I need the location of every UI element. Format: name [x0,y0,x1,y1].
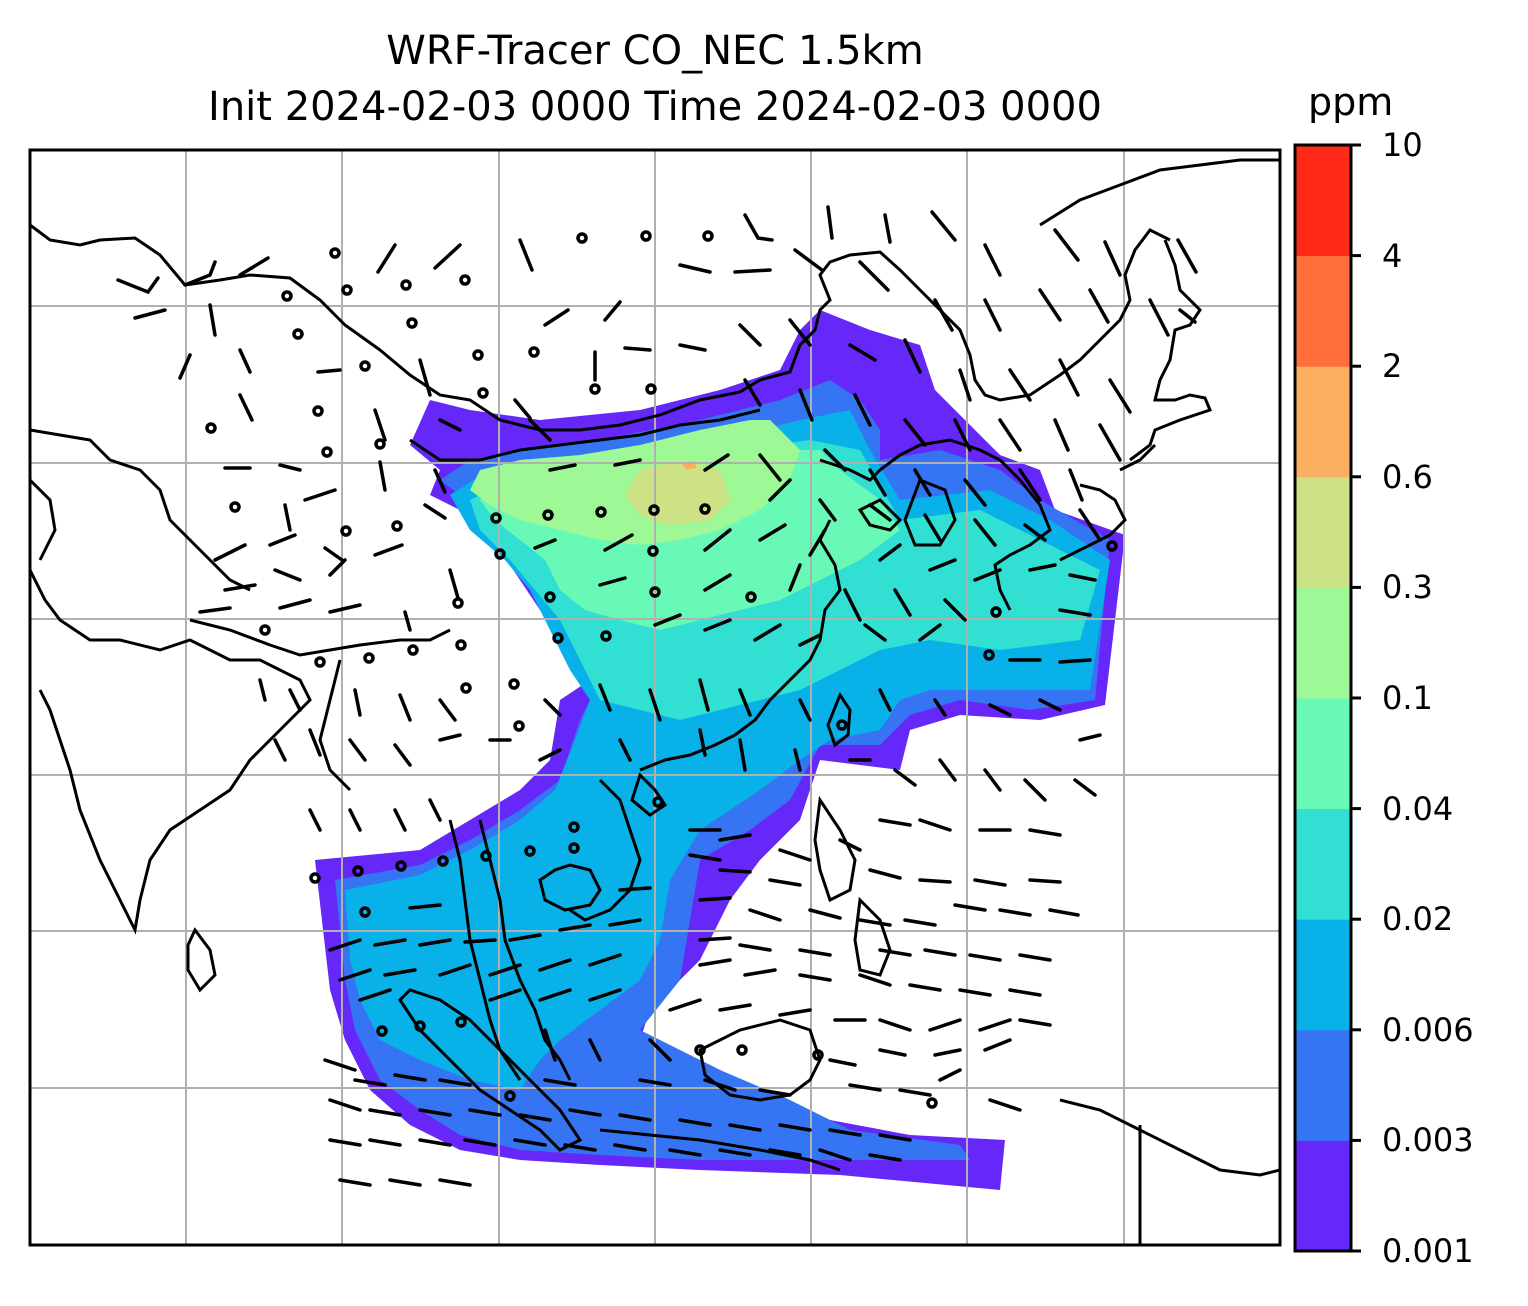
colorbar-band [1295,808,1351,920]
wind-barb-shafts [116,205,1198,1187]
colorbar-tick-label: 0.006 [1382,1010,1474,1049]
colorbar-band [1295,587,1351,699]
colorbar-band [1295,1029,1351,1141]
gridlines [30,150,1280,1245]
colorbar-band [1295,145,1351,257]
colorbar-tick-label: 0.001 [1382,1232,1474,1270]
colorbar-band [1295,255,1351,367]
colorbar-tick-label: 0.04 [1382,789,1454,828]
colorbar-tick-label: 10 [1382,126,1423,164]
colorbar-tick-label: 4 [1382,236,1403,275]
concentration-field [315,310,1125,1190]
colorbar-band [1295,919,1351,1031]
colorbar-band [1295,698,1351,810]
colorbar [1293,143,1361,1253]
wind-barbs [116,205,1198,1187]
coastlines [30,158,1280,1245]
colorbar-tick-label: 0.1 [1382,679,1433,717]
colorbar-unit-label: ppm [1308,80,1394,124]
map-title-line2: Init 2024-02-03 0000 Time 2024-02-03 000… [208,84,1102,130]
map-frame [28,148,1282,1247]
calm-wind-markers [205,230,1118,1109]
colorbar-band [1295,366,1351,478]
colorbar-tick-label: 2 [1382,347,1403,386]
colorbar-tick-label: 0.6 [1382,457,1433,496]
colorbar-band [1295,1140,1351,1252]
colorbar-tick-label: 0.3 [1382,568,1433,607]
colorbar-tick-label: 0.02 [1382,900,1454,939]
colorbar-band [1295,476,1351,588]
map-title-line1: WRF-Tracer CO_NEC 1.5km [386,28,924,74]
colorbar-tick-label: 0.003 [1382,1121,1474,1160]
